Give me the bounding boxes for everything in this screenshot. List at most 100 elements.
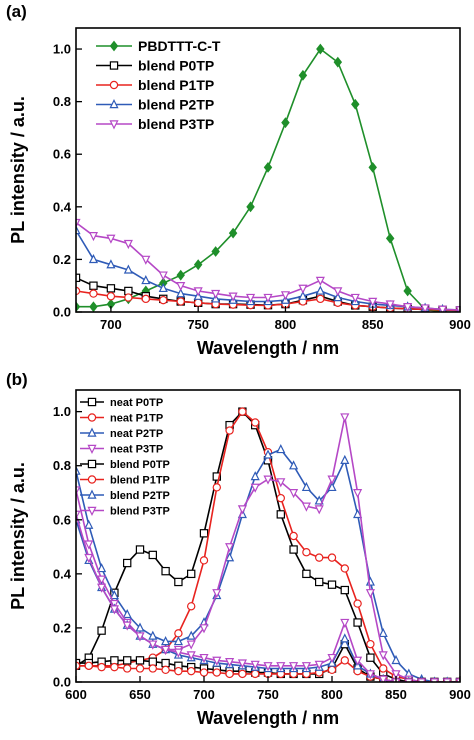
legend-label: neat P0TP — [110, 397, 163, 409]
data-point — [437, 305, 448, 312]
data-point — [333, 292, 343, 302]
legend: PBDTTT-C-T blend P0TP blend P1TP blend P2TP… — [96, 38, 221, 132]
data-point — [379, 664, 388, 673]
data-point — [250, 660, 260, 670]
data-point — [124, 293, 133, 302]
data-point — [106, 284, 116, 293]
data-point — [298, 69, 308, 81]
data-point — [385, 300, 395, 310]
data-point — [225, 669, 234, 679]
series-line — [76, 514, 460, 682]
data-point — [186, 651, 196, 661]
data-point — [378, 675, 388, 682]
data-point — [187, 569, 196, 579]
data-point — [106, 259, 116, 269]
data-point — [158, 271, 168, 281]
data-point — [378, 627, 388, 638]
data-point — [97, 626, 106, 635]
data-point — [161, 665, 170, 675]
data-point — [97, 575, 107, 585]
legend-marker — [87, 397, 97, 407]
data-point — [366, 653, 375, 662]
x-tick-label: 850 — [385, 687, 407, 702]
legend-marker — [109, 120, 119, 130]
legend-label: neat P2TP — [110, 428, 163, 440]
data-point — [123, 239, 133, 250]
data-point — [301, 481, 311, 492]
data-point — [186, 666, 196, 676]
data-point — [76, 510, 81, 520]
data-point — [340, 585, 350, 595]
legend-marker — [109, 99, 119, 109]
data-point — [199, 556, 209, 565]
data-point — [238, 669, 247, 679]
data-point — [135, 656, 145, 665]
data-point — [211, 289, 221, 300]
legend-label: blend P0TP — [110, 459, 170, 471]
data-point — [84, 553, 94, 564]
data-point — [228, 292, 238, 302]
data-point — [135, 664, 145, 673]
data-point — [340, 633, 350, 643]
data-point — [109, 590, 119, 600]
data-point — [176, 288, 186, 298]
data-point — [327, 475, 337, 485]
x-axis-title: Wavelength / nm — [197, 708, 339, 728]
legend-marker — [87, 506, 97, 516]
data-point — [106, 234, 116, 244]
data-point — [199, 668, 209, 677]
data-point — [263, 161, 273, 173]
x-tick-label: 750 — [257, 687, 279, 702]
data-point — [315, 276, 325, 286]
data-point — [298, 290, 308, 300]
data-point — [212, 589, 222, 599]
x-tick-label: 900 — [449, 317, 471, 332]
data-point — [174, 629, 183, 638]
data-point — [391, 654, 401, 665]
data-point — [366, 639, 375, 649]
y-tick-label: 0.4 — [53, 199, 72, 214]
data-point — [353, 508, 363, 519]
data-point — [176, 297, 185, 306]
data-point — [340, 454, 350, 464]
y-tick-label: 0.8 — [53, 458, 71, 473]
data-point — [159, 295, 168, 305]
x-tick-label: 700 — [193, 687, 215, 702]
data-point — [276, 478, 286, 488]
data-point — [212, 668, 221, 677]
data-point — [141, 294, 151, 304]
data-point — [327, 653, 337, 664]
data-point — [378, 651, 388, 661]
data-point — [333, 56, 343, 68]
legend-marker — [87, 459, 97, 469]
data-point — [76, 486, 81, 496]
data-point — [250, 483, 260, 493]
legend-label: neat P3TP — [110, 443, 163, 455]
data-point — [88, 253, 99, 264]
data-point — [193, 298, 203, 307]
panel-b-label: (b) — [6, 370, 28, 389]
data-point — [237, 659, 247, 669]
data-point — [199, 529, 209, 538]
data-point — [135, 632, 145, 642]
data-point — [186, 640, 196, 650]
data-point — [106, 292, 116, 301]
y-tick-label: 0.0 — [53, 305, 71, 320]
data-point — [97, 583, 107, 593]
data-point — [141, 275, 151, 285]
data-point — [280, 291, 291, 301]
data-point — [148, 640, 158, 650]
x-tick-label: 600 — [65, 687, 87, 702]
data-point — [289, 460, 299, 470]
data-point — [237, 505, 247, 515]
legend-label: blend P2TP — [138, 97, 214, 113]
data-point — [455, 306, 460, 312]
data-point — [161, 566, 170, 576]
data-point — [276, 493, 285, 503]
data-point — [302, 548, 311, 557]
y-tick-label: 0.2 — [53, 252, 71, 267]
data-point — [368, 161, 377, 173]
data-point — [263, 662, 273, 672]
y-tick-label: 0.8 — [53, 94, 71, 109]
chart-panel-0: 700 750 800 850 900 0.0 0.2 0.4 0.6 0.8 1.0 Wavelen… — [8, 27, 471, 358]
